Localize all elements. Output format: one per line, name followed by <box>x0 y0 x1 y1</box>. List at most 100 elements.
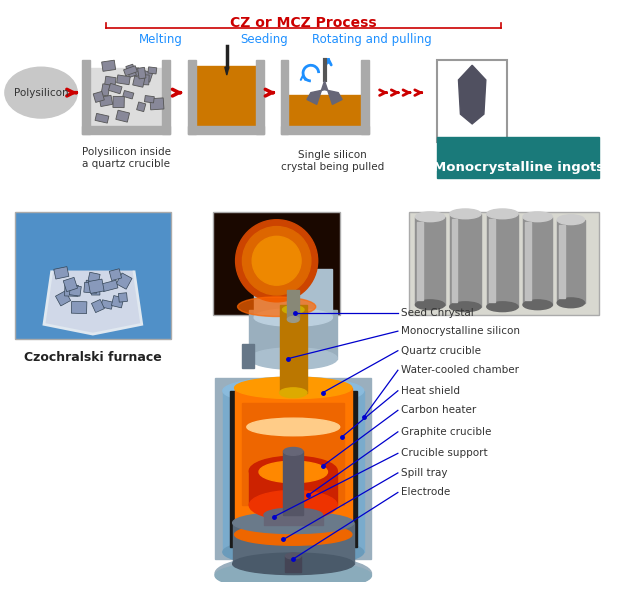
Bar <box>111 296 124 308</box>
Text: Electrode: Electrode <box>401 488 450 498</box>
Bar <box>361 61 368 134</box>
Text: Rotating and pulling: Rotating and pulling <box>312 33 432 46</box>
Ellipse shape <box>415 300 445 310</box>
Bar <box>213 212 340 315</box>
Ellipse shape <box>235 524 352 545</box>
Bar <box>141 75 149 85</box>
Ellipse shape <box>249 348 337 369</box>
Polygon shape <box>44 270 142 334</box>
Text: Quartz crucible: Quartz crucible <box>401 346 481 356</box>
Ellipse shape <box>249 491 337 520</box>
Bar <box>138 67 146 79</box>
Ellipse shape <box>487 302 518 312</box>
Ellipse shape <box>284 448 303 455</box>
Bar <box>123 91 134 99</box>
Bar <box>242 344 254 368</box>
Bar <box>559 224 565 298</box>
Bar <box>288 95 361 132</box>
Bar <box>88 279 104 293</box>
Bar <box>95 114 109 123</box>
Bar <box>109 84 122 94</box>
Ellipse shape <box>523 212 552 221</box>
Bar <box>117 75 130 85</box>
Bar <box>86 280 99 290</box>
Bar <box>148 67 156 74</box>
Bar <box>233 523 354 564</box>
Ellipse shape <box>288 316 299 322</box>
Text: Polysilicon: Polysilicon <box>14 88 68 98</box>
Bar <box>65 285 79 296</box>
Bar <box>104 76 116 86</box>
Bar <box>150 98 164 110</box>
Ellipse shape <box>5 67 77 118</box>
Ellipse shape <box>215 555 371 589</box>
Ellipse shape <box>450 209 481 219</box>
Bar <box>409 212 599 315</box>
Bar <box>288 290 299 319</box>
Ellipse shape <box>523 300 552 310</box>
Text: Seeding: Seeding <box>240 33 288 46</box>
Ellipse shape <box>235 377 352 399</box>
Bar <box>101 84 110 96</box>
Ellipse shape <box>487 209 518 219</box>
Text: Seed Chrystal: Seed Chrystal <box>401 307 474 317</box>
Bar <box>101 300 113 309</box>
Bar <box>242 402 344 505</box>
Bar <box>417 221 424 300</box>
Bar <box>487 214 518 307</box>
Ellipse shape <box>254 309 332 326</box>
Ellipse shape <box>233 512 354 534</box>
Text: Monocrystalline silicon: Monocrystalline silicon <box>401 326 520 336</box>
Bar <box>88 272 100 283</box>
Bar <box>126 64 137 77</box>
Bar <box>279 305 307 393</box>
Bar <box>63 277 78 292</box>
Text: Polysilicon inside
a quartz crucible: Polysilicon inside a quartz crucible <box>81 147 171 169</box>
Bar <box>137 102 146 111</box>
Bar <box>254 269 332 317</box>
Text: Water-cooled chamber: Water-cooled chamber <box>401 365 519 375</box>
Bar <box>124 66 137 76</box>
Text: Graphite crucible: Graphite crucible <box>401 427 491 437</box>
Bar <box>284 451 303 515</box>
Bar <box>93 91 104 102</box>
Ellipse shape <box>264 508 322 522</box>
Ellipse shape <box>557 215 584 224</box>
Polygon shape <box>225 67 229 75</box>
Bar <box>71 302 87 313</box>
Bar <box>54 267 69 279</box>
Bar <box>281 126 368 134</box>
Bar <box>415 217 445 305</box>
Bar <box>119 293 127 302</box>
Bar <box>84 282 97 293</box>
Bar <box>145 95 154 103</box>
Circle shape <box>242 227 311 295</box>
Bar <box>264 511 322 525</box>
Bar <box>489 219 495 302</box>
Bar <box>523 217 552 305</box>
Bar <box>140 70 153 82</box>
Bar <box>133 76 145 87</box>
Bar <box>70 285 81 296</box>
Ellipse shape <box>450 302 481 312</box>
Ellipse shape <box>249 456 337 485</box>
Ellipse shape <box>215 561 371 589</box>
Bar <box>102 60 116 71</box>
Bar <box>116 110 130 122</box>
Bar <box>188 126 264 134</box>
Bar <box>256 61 264 134</box>
Text: Czochralski furnace: Czochralski furnace <box>24 350 161 364</box>
Ellipse shape <box>415 212 445 221</box>
Ellipse shape <box>238 297 315 316</box>
Bar <box>450 214 481 307</box>
Ellipse shape <box>223 538 364 566</box>
Bar <box>91 299 104 313</box>
Bar <box>437 61 507 141</box>
Bar <box>113 97 124 108</box>
Text: Melting: Melting <box>139 33 183 46</box>
Text: Carbon heater: Carbon heater <box>401 405 476 415</box>
Bar <box>99 95 112 107</box>
Circle shape <box>252 236 301 285</box>
Bar <box>223 391 364 552</box>
Text: CZ or MCZ Process: CZ or MCZ Process <box>230 16 376 31</box>
